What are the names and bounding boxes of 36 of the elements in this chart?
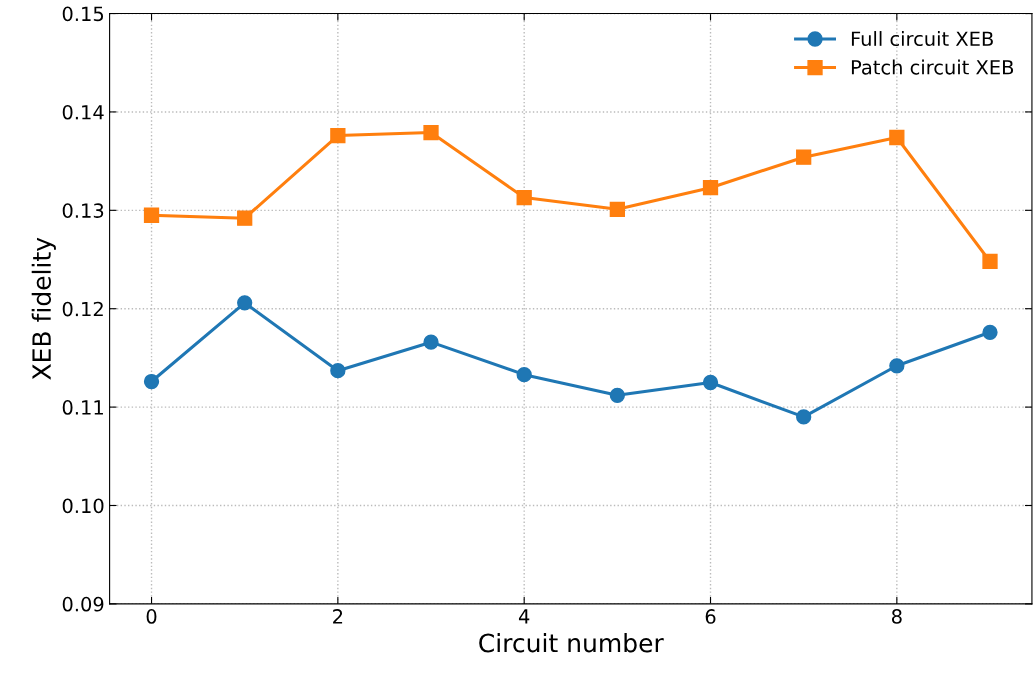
- x-tick-label: 8: [891, 609, 902, 624]
- point: [702, 374, 719, 391]
- legend-label: Patch circuit XEB: [851, 59, 1014, 75]
- point: [143, 207, 160, 223]
- x-tick-label: 6: [705, 609, 716, 624]
- y-tick-label: 0.09: [62, 596, 104, 612]
- point: [796, 409, 812, 425]
- y-tick-label: 0.14: [62, 104, 104, 120]
- x-tick-label: 4: [518, 609, 530, 624]
- x-tick-label: 0: [146, 609, 157, 624]
- y-tick-label: 0.13: [62, 203, 104, 218]
- point: [609, 387, 625, 403]
- y-tick-label: 0.10: [62, 498, 104, 514]
- y-tick-label: 0.12: [62, 301, 103, 317]
- y-tick-label: 0.15: [62, 6, 104, 22]
- point: [516, 366, 532, 383]
- point: [423, 124, 439, 141]
- x-axis-title: Circuit number: [479, 633, 664, 653]
- point: [143, 373, 160, 390]
- point: [423, 334, 439, 350]
- point: [796, 149, 812, 165]
- point: [330, 127, 346, 144]
- point: [609, 201, 625, 217]
- y-tick-label: 0.11: [62, 400, 103, 415]
- y-axis-title: XEB fidelity: [31, 237, 56, 380]
- point: [702, 180, 719, 196]
- point: [889, 358, 905, 374]
- point: [237, 295, 253, 311]
- point: [237, 210, 253, 226]
- point: [982, 253, 998, 270]
- point: [516, 189, 532, 206]
- point: [330, 363, 346, 379]
- legend-label: Full circuit XEB: [851, 31, 993, 47]
- point: [982, 324, 998, 340]
- point: [889, 129, 905, 146]
- x-tick-label: 2: [333, 609, 343, 624]
